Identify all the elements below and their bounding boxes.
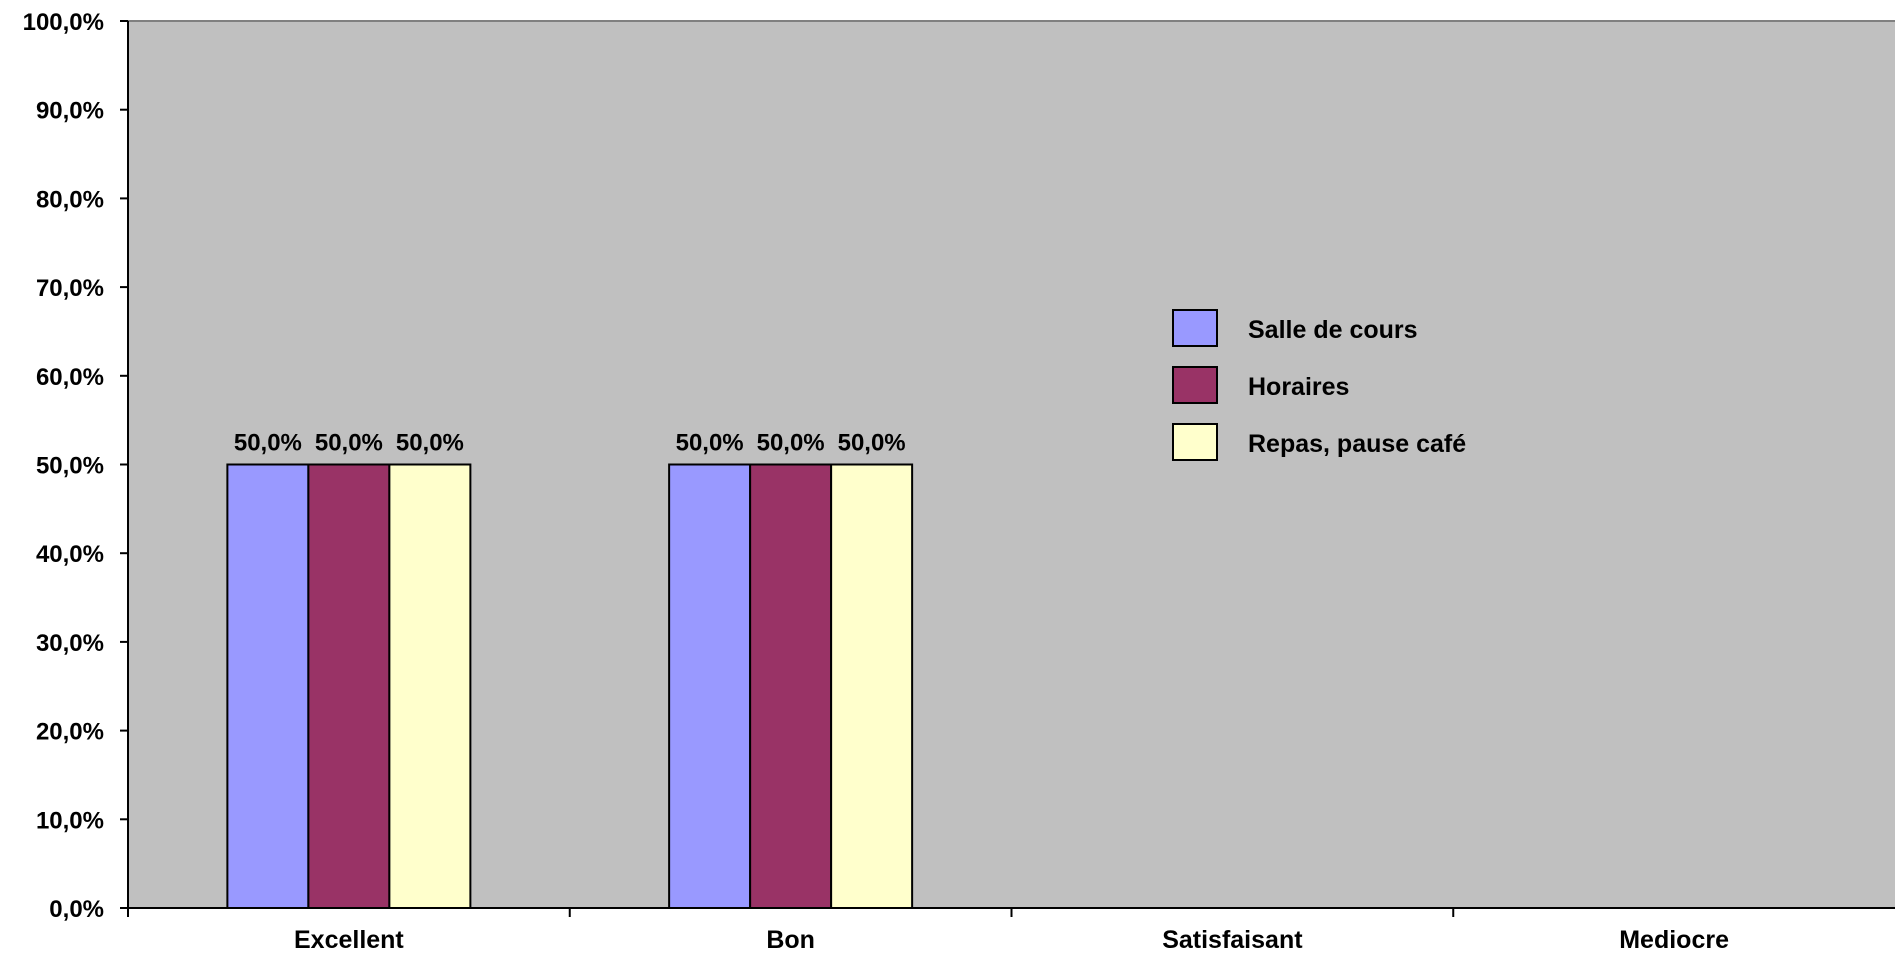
data-label: 50,0% [838, 430, 906, 457]
bars [226, 463, 914, 909]
bar-3-bon [830, 463, 914, 909]
bar-1-bon [668, 463, 752, 909]
data-label: 50,0% [315, 430, 383, 457]
y-tick-label: 0,0% [49, 896, 104, 923]
data-label: 50,0% [757, 430, 825, 457]
legend-label: Repas, pause café [1248, 430, 1466, 458]
y-tick-label: 100,0% [23, 9, 104, 36]
x-tick-label: Excellent [294, 926, 404, 953]
legend-swatch [1172, 366, 1218, 404]
x-axis-ticks: Excellent Bon Satisfaisant Mediocre [127, 908, 1729, 954]
legend-swatch [1172, 309, 1218, 347]
bar-3-excellent [388, 463, 472, 909]
legend-swatch [1172, 423, 1218, 461]
y-tick-label: 70,0% [36, 275, 104, 302]
y-tick-label: 40,0% [36, 541, 104, 568]
y-tick-label: 90,0% [36, 98, 104, 125]
data-label: 50,0% [676, 430, 744, 457]
x-tick-label: Satisfaisant [1162, 926, 1303, 953]
legend: Salle de cours Horaires Repas, pause café [1172, 309, 1466, 461]
data-labels: 50,0% 50,0% 50,0% 50,0% 50,0% 50,0% [234, 430, 906, 457]
x-tick-label: Bon [766, 926, 815, 953]
bar-2-excellent [307, 463, 391, 909]
y-axis-ticks: 0,0% 10,0% 20,0% 30,0% 40,0% 50,0% 60,0% 70,0% 8… [23, 9, 128, 923]
y-tick-label: 50,0% [36, 453, 104, 480]
y-tick-label: 80,0% [36, 186, 104, 213]
bar-1-excellent [226, 463, 310, 909]
legend-label: Salle de cours [1248, 316, 1418, 344]
bar-2-bon [749, 463, 833, 909]
data-label: 50,0% [396, 430, 464, 457]
y-tick-label: 20,0% [36, 719, 104, 746]
y-tick-label: 60,0% [36, 364, 104, 391]
x-tick-label: Mediocre [1619, 926, 1729, 953]
y-tick-label: 10,0% [36, 807, 104, 834]
legend-label: Horaires [1248, 373, 1349, 401]
data-label: 50,0% [234, 430, 302, 457]
y-tick-label: 30,0% [36, 630, 104, 657]
